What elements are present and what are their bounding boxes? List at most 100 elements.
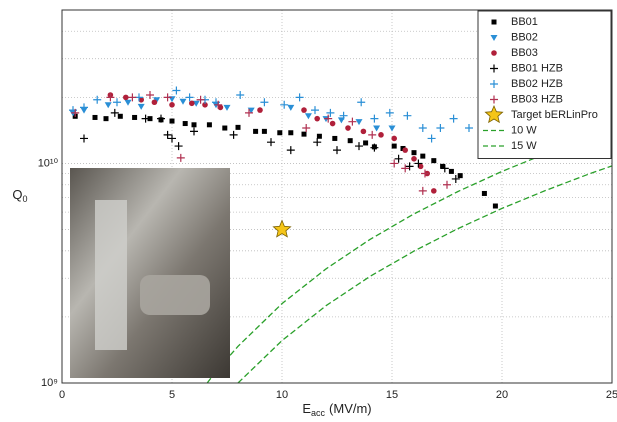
square-marker xyxy=(316,133,322,139)
x-tick-label: 0 xyxy=(59,389,65,401)
x-tick-label: 25 xyxy=(606,389,617,401)
plus-marker xyxy=(449,114,458,123)
square-marker xyxy=(132,114,138,120)
circle-marker xyxy=(345,125,351,131)
plus-marker xyxy=(370,114,379,123)
square-marker xyxy=(481,190,487,196)
plus-marker xyxy=(286,146,295,155)
square-marker xyxy=(332,135,338,141)
plus-marker xyxy=(267,138,275,147)
square-marker xyxy=(301,131,307,137)
square-marker xyxy=(411,150,417,156)
triangle-marker xyxy=(153,97,161,104)
legend-swatch xyxy=(491,50,497,56)
plus-marker xyxy=(174,142,183,151)
axes-frame xyxy=(61,9,613,384)
circle-marker xyxy=(138,96,144,103)
triangle-marker xyxy=(304,113,312,120)
photo-inset xyxy=(70,168,230,378)
plus-marker xyxy=(311,106,319,115)
square-marker xyxy=(457,173,463,179)
circle-marker xyxy=(257,107,263,113)
square-marker xyxy=(391,143,397,149)
triangle-marker xyxy=(124,99,132,106)
y-tick-label: 10¹⁰ xyxy=(38,157,59,169)
legend-label: BB03 HZB xyxy=(511,93,563,105)
plus-marker xyxy=(394,154,403,163)
square-marker xyxy=(492,203,498,209)
circle-marker xyxy=(189,100,195,107)
square-marker xyxy=(420,153,426,159)
power-line xyxy=(237,165,612,383)
plus-marker xyxy=(260,98,269,107)
plus-marker xyxy=(229,130,238,139)
square-marker xyxy=(347,138,353,144)
plus-marker xyxy=(443,180,451,189)
legend-swatch xyxy=(490,64,498,73)
y-tick-label: 10⁹ xyxy=(41,377,58,389)
plus-marker xyxy=(368,130,377,139)
plus-marker xyxy=(113,98,121,107)
plus-marker xyxy=(93,95,102,104)
plus-marker xyxy=(168,134,176,143)
square-marker xyxy=(288,130,294,136)
x-tick-label: 5 xyxy=(169,389,175,401)
plus-marker xyxy=(302,124,311,133)
square-marker xyxy=(235,124,241,130)
plus-marker xyxy=(157,114,165,123)
star-marker xyxy=(272,219,292,238)
plus-marker xyxy=(414,159,423,168)
plus-marker xyxy=(106,93,115,102)
plus-marker xyxy=(440,164,449,173)
y-label-main: Q xyxy=(12,187,22,202)
plus-marker xyxy=(357,98,366,107)
legend-label: Target bERLinPro xyxy=(511,109,598,121)
plus-marker xyxy=(146,91,154,100)
x-tick-label: 15 xyxy=(386,389,398,401)
circle-marker xyxy=(378,132,384,138)
circle-marker xyxy=(151,99,158,106)
square-marker xyxy=(448,168,454,174)
plus-marker xyxy=(196,95,205,104)
x-label-sub: acc xyxy=(311,408,326,418)
legend-label: BB02 xyxy=(511,31,538,43)
power-line xyxy=(206,128,612,383)
triangle-marker xyxy=(137,103,145,110)
legend-swatch xyxy=(484,104,504,124)
plus-marker xyxy=(163,130,172,139)
circle-marker xyxy=(329,120,336,127)
plus-marker xyxy=(163,93,172,102)
square-marker xyxy=(147,116,153,122)
legend-label: BB01 HZB xyxy=(511,62,563,74)
circle-marker xyxy=(301,107,307,113)
legend-label: BB02 HZB xyxy=(511,78,563,90)
plus-marker xyxy=(110,108,119,117)
triangle-marker xyxy=(287,104,295,111)
circle-marker xyxy=(391,135,398,142)
triangle-marker xyxy=(179,98,187,105)
legend-box xyxy=(477,10,612,159)
plus-marker xyxy=(236,91,245,100)
triangle-marker xyxy=(388,125,396,132)
square-marker xyxy=(431,158,437,164)
plot-area xyxy=(69,86,612,383)
plus-marker xyxy=(405,162,414,171)
plus-marker xyxy=(418,124,427,133)
plus-marker xyxy=(185,93,194,102)
legend-swatch xyxy=(490,35,498,41)
square-marker xyxy=(191,122,197,128)
circle-marker xyxy=(417,163,424,170)
plus-marker xyxy=(80,134,88,143)
legend: BB01 BB02 BB03 BB01 HZB BB02 HZB BB03 HZB Targ… xyxy=(477,10,612,159)
legend-label: 15 W xyxy=(511,140,537,152)
square-marker xyxy=(440,163,446,169)
triangle-marker xyxy=(192,100,200,107)
plus-marker xyxy=(280,100,289,109)
y-label-sub: 0 xyxy=(23,194,28,204)
x-tick-label: 10 xyxy=(276,389,288,401)
square-marker xyxy=(253,128,259,134)
square-marker xyxy=(206,122,212,128)
legend-swatch xyxy=(490,95,498,104)
x-tick-label: 20 xyxy=(496,389,508,401)
